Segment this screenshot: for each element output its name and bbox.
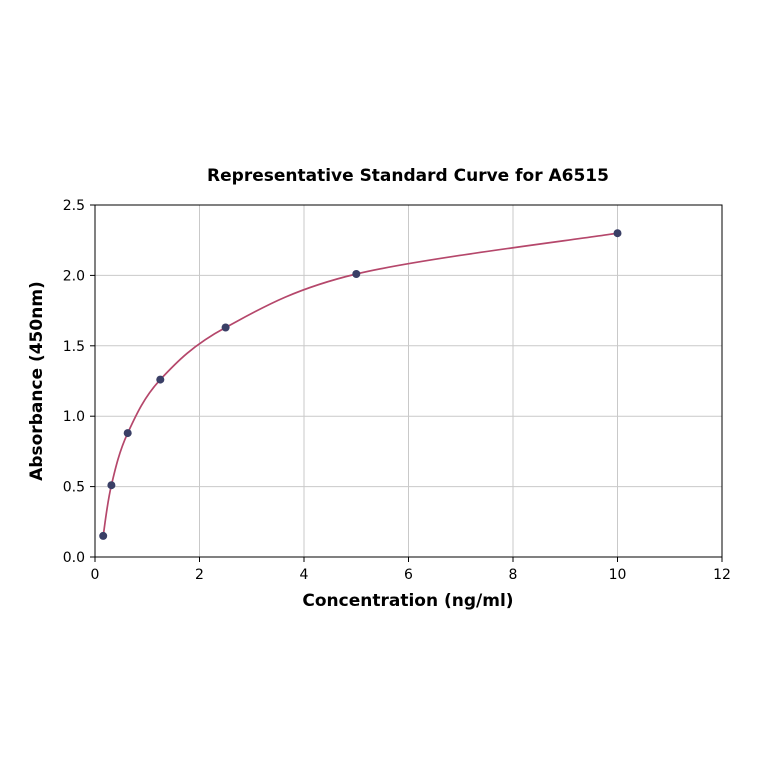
series-layer [99,229,622,540]
x-tick-label: 10 [609,567,627,583]
x-tick-label: 6 [404,567,413,583]
y-tick-label: 2.5 [63,198,85,214]
data-point [613,229,622,238]
x-tick-label: 2 [195,567,204,583]
grid-layer [94,204,723,558]
y-tick-label: 2.0 [63,268,85,284]
standard-curve-line [102,232,618,537]
ticks-layer: 0 2 4 6 8 10 12 0.0 0.5 1.0 1.5 2.0 2.5 [63,198,731,583]
data-point [352,270,361,278]
x-axis-label: Concentration (ng/ml) [302,591,513,611]
y-axis-label: Absorbance (450nm) [27,281,47,481]
x-tick-label: 12 [713,567,731,583]
y-tick-label: 0.5 [63,480,85,496]
y-tick-label: 1.0 [63,409,85,425]
chart-title: Representative Standard Curve for A6515 [207,166,609,186]
data-point [123,429,132,438]
data-point [156,375,165,384]
y-tick-label: 0.0 [63,550,85,566]
data-point [107,481,116,490]
x-tick-label: 8 [509,567,518,583]
data-point [99,531,108,540]
x-tick-label: 4 [300,567,309,583]
data-point [221,323,230,332]
x-tick-label: 0 [91,567,100,583]
y-tick-label: 1.5 [63,339,85,355]
